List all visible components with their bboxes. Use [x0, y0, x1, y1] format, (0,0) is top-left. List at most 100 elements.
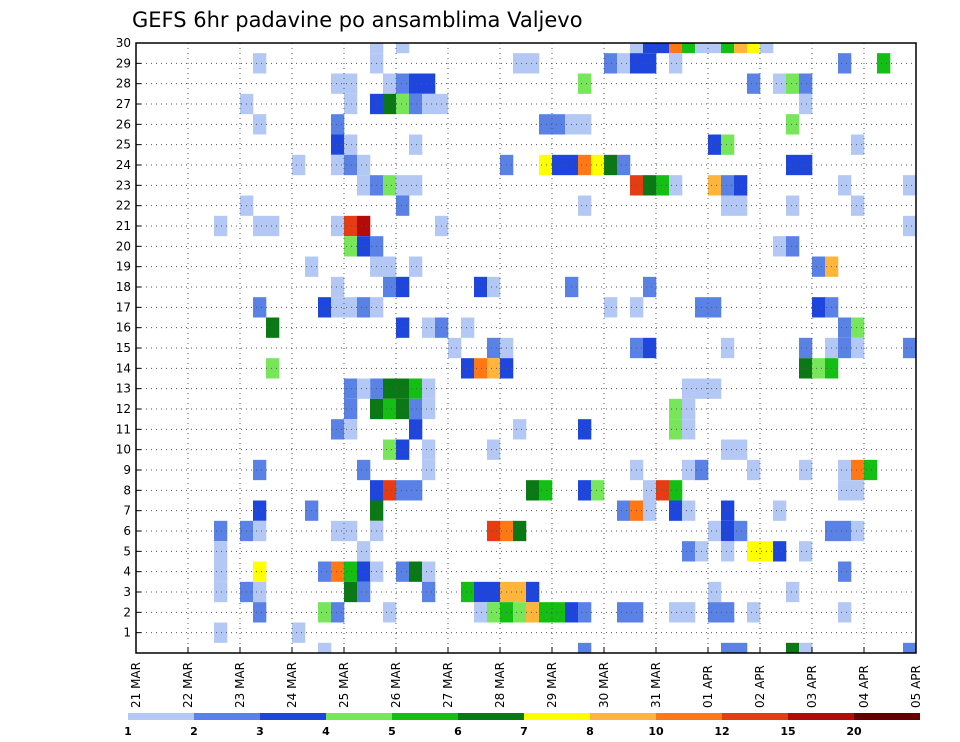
data-cell: [253, 215, 267, 237]
x-tick-label: 23 MAR: [233, 662, 247, 708]
y-tick-label: 25: [116, 138, 131, 152]
x-axis: 21 MAR 22 MAR 23 MAR 24 MAR 25 MAR 26 MAR 27 M…: [129, 647, 923, 708]
data-cell: [786, 73, 800, 94]
data-cell: [682, 500, 696, 521]
data-cell: [383, 439, 397, 460]
data-cell: [344, 581, 358, 603]
data-cell: [773, 541, 787, 562]
data-cell: [292, 622, 306, 643]
data-cell: [851, 480, 865, 501]
data-cell: [851, 195, 865, 216]
data-cell: [799, 642, 813, 653]
data-cell: [214, 215, 228, 237]
legend-label: 1: [124, 725, 132, 738]
data-cell: [617, 154, 631, 176]
data-cell: [422, 439, 436, 460]
data-cell: [682, 419, 696, 440]
data-cell: [721, 439, 735, 460]
data-cell: [903, 642, 917, 653]
data-cell: [253, 114, 267, 135]
data-cell: [864, 459, 878, 481]
data-cell: [409, 419, 423, 440]
data-cell: [734, 439, 748, 460]
data-cell: [357, 175, 371, 196]
legend-label: 12: [714, 725, 729, 738]
data-cell: [669, 398, 683, 420]
data-cell: [721, 602, 735, 623]
data-cell: [344, 378, 358, 399]
legend-swatch: [458, 713, 524, 720]
data-cell: [643, 480, 657, 501]
data-cell: [643, 53, 657, 74]
data-cell: [526, 53, 540, 74]
data-cell: [578, 195, 592, 216]
data-cell: [669, 175, 683, 196]
data-cell: [669, 419, 683, 440]
legend-swatch: [392, 713, 458, 720]
data-cell: [773, 236, 787, 257]
data-cell: [383, 73, 397, 94]
data-cell: [383, 175, 397, 196]
data-cell: [409, 378, 423, 399]
data-cell: [487, 520, 501, 542]
data-cell: [214, 561, 228, 582]
data-cell: [669, 53, 683, 74]
legend-label: 4: [322, 725, 330, 738]
data-cell: [838, 459, 852, 481]
legend-label: 15: [780, 725, 795, 738]
data-cell: [838, 561, 852, 582]
x-tick-label: 22 MAR: [181, 662, 195, 708]
data-cell: [253, 602, 267, 623]
legend-label: 8: [586, 725, 594, 738]
data-cell: [617, 53, 631, 74]
data-cell: [669, 602, 683, 623]
data-cell: [409, 256, 423, 277]
data-cell: [773, 73, 787, 94]
data-cell: [344, 419, 358, 440]
data-cell: [214, 622, 228, 643]
data-cell: [812, 297, 826, 318]
data-cell: [422, 581, 436, 603]
data-cell: [422, 398, 436, 420]
data-cell: [409, 398, 423, 420]
data-cell: [396, 93, 410, 115]
data-cell: [747, 602, 761, 623]
data-cell: [682, 378, 696, 399]
y-tick-label: 13: [116, 382, 131, 396]
data-cell: [656, 43, 670, 54]
data-cell: [331, 297, 345, 318]
data-cell: [799, 73, 813, 94]
data-cell: [760, 43, 774, 54]
data-cell: [396, 175, 410, 196]
data-cell: [396, 398, 410, 420]
data-cell: [708, 581, 722, 603]
data-cell: [708, 520, 722, 542]
x-tick-label: 02 APR: [753, 665, 767, 708]
data-cell: [266, 215, 280, 237]
data-cell: [669, 500, 683, 521]
data-cell: [786, 114, 800, 135]
data-cell: [474, 581, 488, 603]
y-tick-label: 30: [116, 36, 131, 50]
data-cell: [409, 73, 423, 94]
y-tick-label: 26: [116, 117, 131, 131]
data-cell: [396, 317, 410, 338]
x-tick-label: 26 MAR: [389, 662, 403, 708]
data-cell: [682, 459, 696, 481]
data-cell: [851, 520, 865, 542]
data-cell: [383, 93, 397, 115]
y-tick-label: 17: [116, 300, 131, 314]
data-cell: [799, 541, 813, 562]
data-cell: [786, 642, 800, 653]
data-cell: [721, 500, 735, 521]
data-cell: [578, 419, 592, 440]
data-cell: [682, 602, 696, 623]
data-cell: [838, 53, 852, 74]
y-tick-label: 20: [116, 239, 131, 253]
y-tick-label: 2: [123, 605, 131, 619]
data-cell: [396, 561, 410, 582]
data-cell: [838, 480, 852, 501]
data-cell: [591, 480, 605, 501]
color-legend: 1 2 3 4 5 6 7 8 10 12 15 20: [124, 713, 920, 738]
